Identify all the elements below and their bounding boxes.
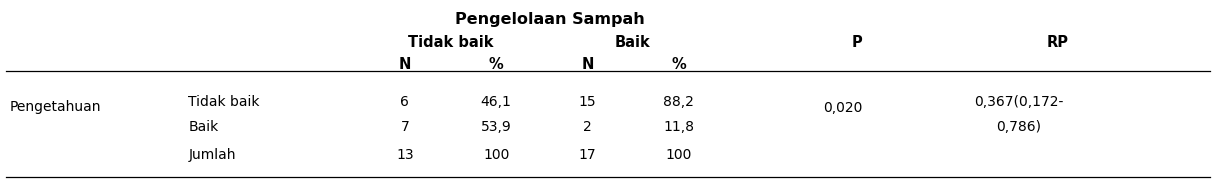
Text: 88,2: 88,2 bbox=[663, 95, 694, 109]
Text: 17: 17 bbox=[579, 148, 596, 162]
Text: N: N bbox=[399, 57, 411, 72]
Text: 2: 2 bbox=[582, 120, 592, 134]
Text: 6: 6 bbox=[400, 95, 410, 109]
Text: 0,020: 0,020 bbox=[823, 101, 862, 115]
Text: Tidak baik: Tidak baik bbox=[407, 35, 494, 50]
Text: 0,367(0,172-: 0,367(0,172- bbox=[974, 95, 1064, 109]
Text: 100: 100 bbox=[665, 148, 692, 162]
Text: N: N bbox=[581, 57, 593, 72]
Text: Pengelolaan Sampah: Pengelolaan Sampah bbox=[455, 12, 646, 27]
Text: 7: 7 bbox=[400, 120, 410, 134]
Text: Tidak baik: Tidak baik bbox=[188, 95, 260, 109]
Text: 46,1: 46,1 bbox=[480, 95, 512, 109]
Text: 15: 15 bbox=[579, 95, 596, 109]
Text: 100: 100 bbox=[483, 148, 510, 162]
Text: %: % bbox=[489, 57, 503, 72]
Text: Baik: Baik bbox=[188, 120, 219, 134]
Text: RP: RP bbox=[1047, 35, 1069, 50]
Text: %: % bbox=[671, 57, 686, 72]
Text: 53,9: 53,9 bbox=[480, 120, 512, 134]
Text: 0,786): 0,786) bbox=[996, 120, 1042, 134]
Text: Pengetahuan: Pengetahuan bbox=[10, 101, 101, 115]
Text: Jumlah: Jumlah bbox=[188, 148, 236, 162]
Text: Baik: Baik bbox=[615, 35, 651, 50]
Text: 11,8: 11,8 bbox=[663, 120, 694, 134]
Text: 13: 13 bbox=[396, 148, 413, 162]
Text: P: P bbox=[852, 35, 862, 50]
